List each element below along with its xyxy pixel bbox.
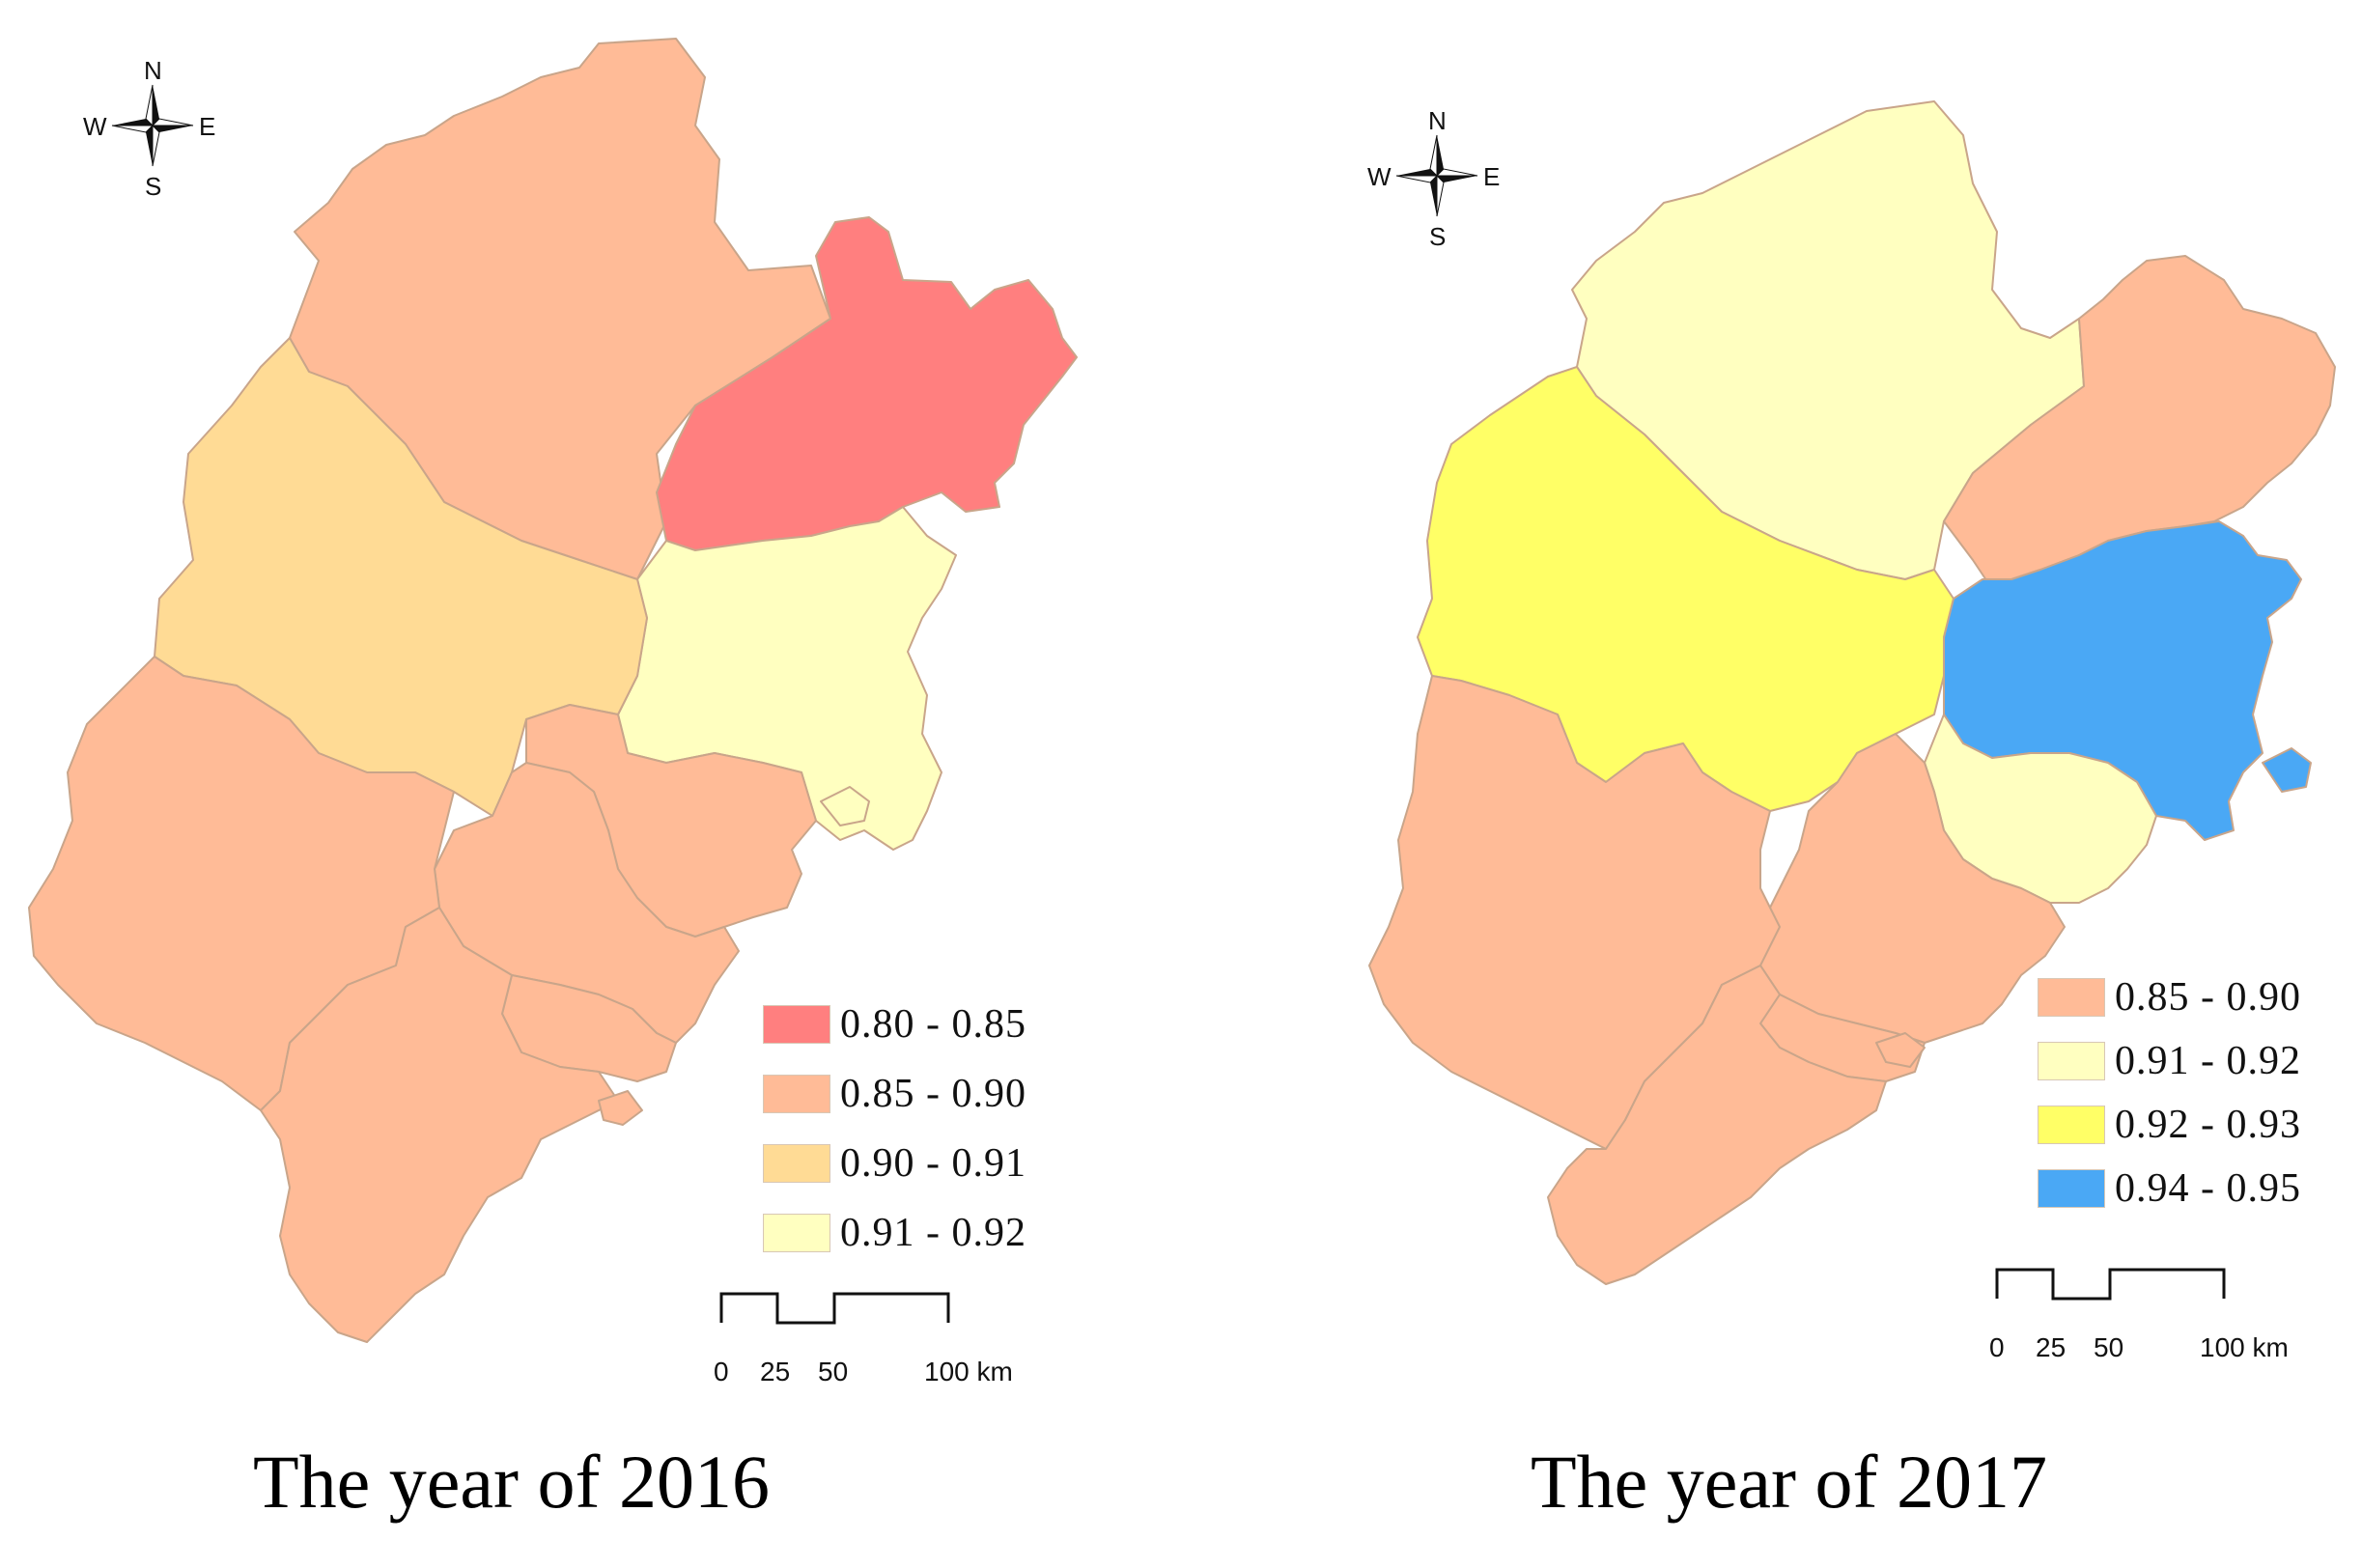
scale-tick-0-2016: 0 <box>714 1357 729 1386</box>
legend-swatch-2017 <box>2038 1169 2105 1208</box>
legend-item-2016: 0.85 - 0.90 <box>763 1059 1026 1129</box>
legend-label-2016: 0.80 - 0.85 <box>840 1002 1026 1047</box>
compass-s-2017: S <box>1429 222 1446 251</box>
compass-rose-2016: N S E W <box>83 56 215 201</box>
compass-n-2017: N <box>1428 106 1447 135</box>
scale-tick-50-2017: 50 <box>2094 1332 2123 1362</box>
region-ningde-2017 <box>1943 255 2336 590</box>
scale-tick-25-2017: 25 <box>2036 1332 2066 1362</box>
legend-label-2016: 0.90 - 0.91 <box>840 1141 1026 1186</box>
legend-item-2017: 0.94 - 0.95 <box>2038 1157 2301 1220</box>
scale-tick-0-2017: 0 <box>1989 1332 2005 1362</box>
map-title-2016: The year of 2016 <box>253 1440 770 1524</box>
scale-tick-25-2016: 25 <box>760 1357 790 1386</box>
compass-e-2017: E <box>1483 162 1500 191</box>
legend-swatch-2017 <box>2038 1106 2105 1144</box>
scale-tick-100-2017: 100 km <box>2200 1332 2289 1362</box>
scale-bar-2017: 0 25 50 100 km <box>1989 1268 2289 1362</box>
map-2017-canvas: N S E W 0 25 50 100 km <box>1367 100 2336 1362</box>
legend-swatch-2017 <box>2038 978 2105 1017</box>
legend-swatch-2016 <box>763 1005 830 1044</box>
legend-item-2016: 0.90 - 0.91 <box>763 1129 1026 1198</box>
legend-item-2017: 0.91 - 0.92 <box>2038 1029 2301 1093</box>
compass-n-2016: N <box>144 56 162 85</box>
region-island-2017-b <box>1875 1032 1926 1068</box>
legend-item-2017: 0.85 - 0.90 <box>2038 966 2301 1029</box>
compass-w-2017: W <box>1367 162 1392 191</box>
legend-swatch-2017 <box>2038 1042 2105 1080</box>
legend-item-2017: 0.92 - 0.93 <box>2038 1093 2301 1157</box>
map-panel-2016: N S E W 0 25 50 100 km 0.80 - 0.85 0.85 … <box>28 38 1078 1524</box>
scale-tick-100-2016: 100 km <box>924 1357 1013 1386</box>
region-zhangzhou-2016 <box>260 907 619 1343</box>
scale-bar-2016: 0 25 50 100 km <box>714 1292 1013 1386</box>
region-zhangzhou-2017 <box>1547 965 1887 1285</box>
compass-w-2016: W <box>83 112 107 141</box>
region-sanming-2016 <box>154 337 648 817</box>
scale-tick-50-2016: 50 <box>818 1357 848 1386</box>
map-title-2017: The year of 2017 <box>1531 1440 2047 1524</box>
compass-s-2016: S <box>145 172 161 201</box>
compass-rose-2017: N S E W <box>1367 106 1500 251</box>
legend-label-2017: 0.91 - 0.92 <box>2115 1039 2301 1083</box>
legend-2017: 0.85 - 0.90 0.91 - 0.92 0.92 - 0.93 0.94… <box>2038 966 2301 1220</box>
legend-item-2016: 0.91 - 0.92 <box>763 1198 1026 1268</box>
map-panel-2017: N S E W 0 25 50 100 km 0.85 - 0.90 0.91 … <box>1181 0 2362 1568</box>
legend-label-2017: 0.94 - 0.95 <box>2115 1166 2301 1211</box>
legend-item-2016: 0.80 - 0.85 <box>763 990 1026 1059</box>
legend-swatch-2016 <box>763 1214 830 1252</box>
legend-swatch-2016 <box>763 1144 830 1183</box>
legend-swatch-2016 <box>763 1075 830 1113</box>
legend-2016: 0.80 - 0.85 0.85 - 0.90 0.90 - 0.91 0.91… <box>763 990 1026 1268</box>
compass-e-2016: E <box>199 112 215 141</box>
region-island-2016-a <box>820 786 870 826</box>
legend-label-2016: 0.91 - 0.92 <box>840 1211 1026 1255</box>
legend-label-2017: 0.92 - 0.93 <box>2115 1103 2301 1147</box>
legend-label-2017: 0.85 - 0.90 <box>2115 975 2301 1020</box>
region-island-2017-a <box>2262 747 2312 793</box>
map-2016-canvas: N S E W 0 25 50 100 km <box>28 38 1078 1386</box>
region-island-2016-b <box>598 1090 643 1126</box>
legend-label-2016: 0.85 - 0.90 <box>840 1072 1026 1116</box>
